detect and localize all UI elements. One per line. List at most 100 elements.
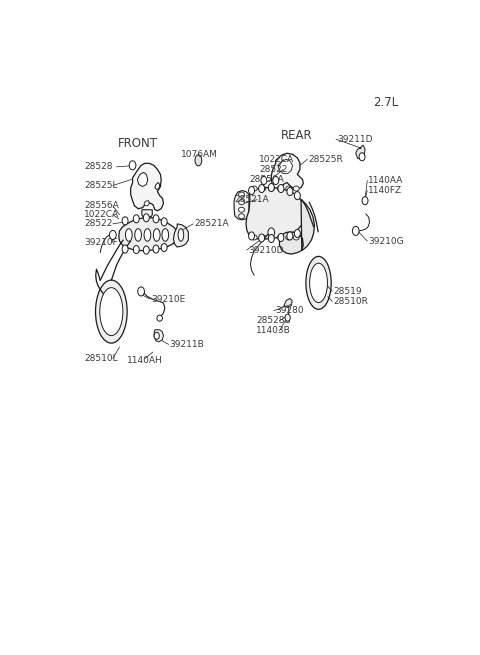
Polygon shape — [155, 183, 160, 189]
Text: 28525L: 28525L — [84, 181, 118, 190]
Ellipse shape — [162, 229, 168, 241]
Circle shape — [161, 218, 167, 226]
Ellipse shape — [293, 235, 299, 240]
Polygon shape — [284, 299, 292, 308]
Ellipse shape — [293, 186, 299, 191]
Ellipse shape — [144, 229, 151, 241]
Polygon shape — [173, 224, 188, 247]
Text: 28522: 28522 — [259, 165, 288, 174]
Circle shape — [154, 332, 159, 339]
Circle shape — [153, 245, 159, 253]
Ellipse shape — [100, 288, 123, 335]
Circle shape — [249, 232, 254, 240]
Ellipse shape — [178, 229, 184, 241]
Ellipse shape — [239, 192, 244, 197]
Text: 39211B: 39211B — [170, 340, 204, 349]
Circle shape — [259, 234, 264, 242]
Ellipse shape — [96, 280, 127, 343]
Ellipse shape — [239, 214, 244, 219]
Polygon shape — [142, 210, 152, 217]
Circle shape — [133, 246, 139, 253]
Ellipse shape — [286, 186, 292, 191]
Circle shape — [294, 229, 300, 238]
Circle shape — [273, 176, 279, 185]
Circle shape — [278, 185, 284, 193]
Circle shape — [268, 183, 274, 191]
Polygon shape — [246, 187, 305, 239]
Ellipse shape — [277, 235, 283, 240]
Ellipse shape — [260, 186, 266, 191]
Polygon shape — [131, 163, 163, 211]
Ellipse shape — [260, 235, 266, 240]
Circle shape — [268, 234, 274, 242]
Circle shape — [144, 214, 149, 222]
Text: 28521A: 28521A — [194, 219, 228, 229]
Text: 28519: 28519 — [334, 287, 362, 296]
Circle shape — [294, 191, 300, 200]
Ellipse shape — [286, 235, 292, 240]
Text: 1140FZ: 1140FZ — [368, 186, 402, 195]
Ellipse shape — [310, 263, 327, 303]
Circle shape — [122, 245, 128, 253]
Circle shape — [362, 196, 368, 205]
Polygon shape — [271, 153, 303, 189]
Text: 28521A: 28521A — [234, 195, 269, 204]
Circle shape — [285, 314, 290, 321]
Polygon shape — [278, 159, 292, 174]
Polygon shape — [137, 172, 148, 187]
Text: 1076AM: 1076AM — [181, 150, 218, 159]
Text: 39210D: 39210D — [248, 246, 283, 255]
Circle shape — [138, 287, 144, 296]
Text: 2.7L: 2.7L — [373, 96, 398, 109]
Text: 39210E: 39210E — [151, 295, 185, 303]
Ellipse shape — [157, 315, 163, 321]
Text: 28528: 28528 — [84, 162, 113, 172]
Circle shape — [249, 187, 254, 195]
Ellipse shape — [135, 229, 142, 241]
Circle shape — [161, 244, 167, 252]
Text: 11403B: 11403B — [256, 326, 291, 335]
Circle shape — [261, 176, 267, 185]
Circle shape — [122, 217, 128, 225]
Ellipse shape — [251, 186, 257, 191]
Polygon shape — [144, 200, 149, 206]
Text: 28525R: 28525R — [309, 155, 343, 164]
Circle shape — [359, 153, 365, 161]
Circle shape — [144, 246, 149, 254]
Text: 1022CA: 1022CA — [84, 210, 120, 219]
Circle shape — [129, 161, 136, 170]
Ellipse shape — [154, 229, 160, 241]
Ellipse shape — [268, 186, 274, 191]
Ellipse shape — [125, 229, 132, 241]
Circle shape — [268, 228, 275, 237]
Circle shape — [278, 233, 284, 242]
Text: REAR: REAR — [280, 128, 312, 141]
Text: 1140AH: 1140AH — [127, 356, 163, 365]
Text: 1140AA: 1140AA — [368, 176, 403, 185]
Circle shape — [287, 187, 293, 196]
Ellipse shape — [306, 256, 331, 309]
Text: 28510R: 28510R — [334, 297, 368, 306]
Text: 39210G: 39210G — [368, 236, 404, 246]
Ellipse shape — [239, 207, 244, 212]
Circle shape — [287, 232, 293, 240]
Polygon shape — [356, 145, 365, 159]
Text: 39210F: 39210F — [84, 238, 118, 247]
Circle shape — [133, 215, 139, 223]
Text: 28556A: 28556A — [84, 201, 119, 210]
Circle shape — [153, 215, 159, 223]
Text: 28528B: 28528B — [256, 316, 291, 325]
Text: 39280: 39280 — [275, 306, 304, 315]
Polygon shape — [119, 218, 178, 251]
Text: FRONT: FRONT — [118, 137, 158, 149]
Circle shape — [352, 227, 359, 235]
Text: 39211D: 39211D — [337, 135, 372, 143]
Polygon shape — [234, 191, 249, 220]
Ellipse shape — [195, 155, 202, 166]
Text: 1022CA: 1022CA — [259, 155, 294, 164]
Ellipse shape — [239, 200, 244, 204]
Ellipse shape — [251, 235, 257, 240]
Polygon shape — [154, 329, 163, 342]
Text: 28522: 28522 — [84, 219, 112, 229]
Circle shape — [109, 231, 116, 240]
